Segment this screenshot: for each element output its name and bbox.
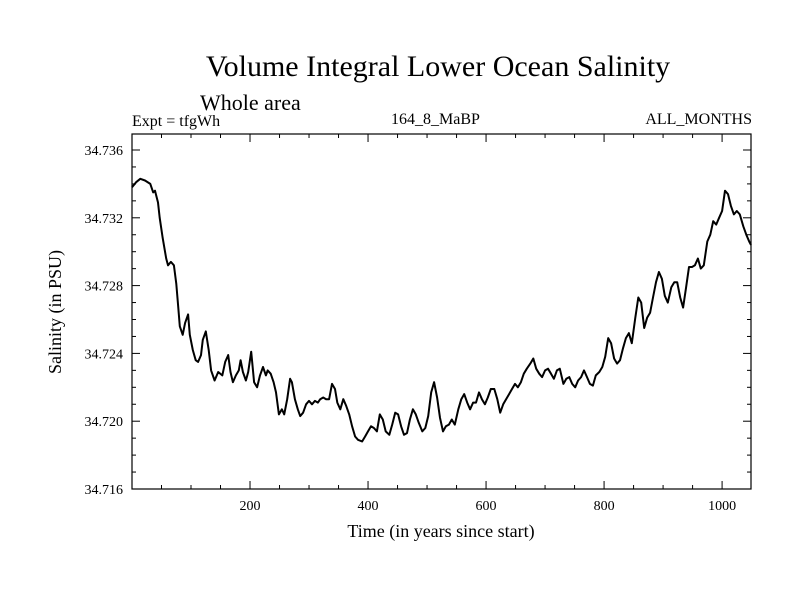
chart-title: Volume Integral Lower Ocean Salinity: [205, 50, 671, 83]
y-tick-label: 34.716: [85, 483, 124, 498]
y-tick-label: 34.728: [85, 280, 124, 295]
x-tick-label: 1000: [708, 499, 736, 514]
chart-subtitle: Whole area: [200, 90, 301, 115]
experiment-label: Expt = tfgWh: [132, 113, 221, 130]
y-tick-label: 34.732: [85, 212, 124, 227]
plot-frame: [131, 133, 752, 490]
x-axis-label: Time (in years since start): [347, 521, 534, 542]
salinity-series-line: [131, 177, 752, 443]
y-tick-label: 34.736: [85, 144, 124, 159]
x-tick-label: 400: [358, 499, 379, 514]
x-tick-label: 800: [594, 499, 615, 514]
y-tick-label: 34.724: [85, 347, 124, 362]
period-label: 164_8_MaBP: [391, 111, 480, 128]
y-axis-label: Salinity (in PSU): [45, 250, 66, 374]
x-tick-label: 200: [240, 499, 261, 514]
y-tick-label: 34.720: [85, 415, 124, 430]
tick-labels: 200 400 600 800 1000 34.716 34.720 34.724 34.728…: [85, 144, 737, 514]
x-tick-label: 600: [476, 499, 497, 514]
months-label: ALL_MONTHS: [645, 111, 752, 128]
axis-ticks: [132, 134, 751, 490]
